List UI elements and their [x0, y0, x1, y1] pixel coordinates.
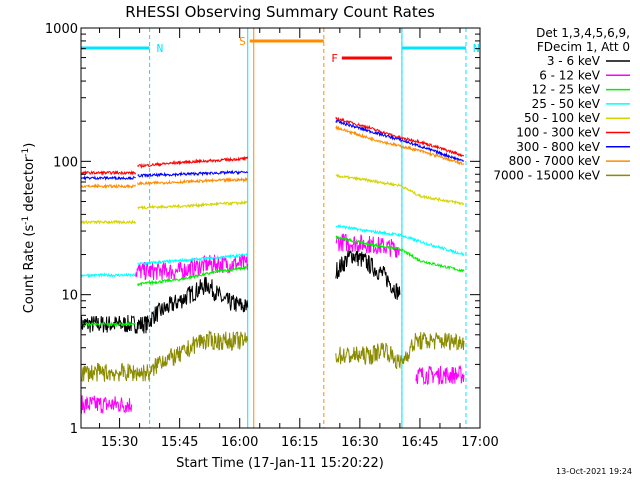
- series-line-4-0: [80, 219, 137, 225]
- plot-area: N NSF: [80, 28, 480, 428]
- legend-label-2: 12 - 25 keV: [532, 83, 601, 97]
- legend-label-7: 800 - 7000 keV: [509, 154, 601, 168]
- y-tick-label-0: 1: [70, 422, 78, 437]
- y-axis-label-sup2: -1: [21, 148, 31, 157]
- axes: 1 10 100 1000 15:30 15:45 16:00 16:15 16:30 16:45…: [45, 22, 499, 450]
- y-tick-label-2: 100: [53, 155, 78, 170]
- y-axis-label-part1: Count Rate (s: [22, 225, 37, 314]
- y-axis-label: Count Rate (s-1 detector-1): [21, 143, 37, 314]
- legend-label-3: 25 - 50 keV: [532, 97, 601, 111]
- series-line-3-2: [335, 224, 465, 257]
- plot-frame: [80, 27, 481, 429]
- legend-label-8: 7000 - 15000 keV: [493, 168, 600, 182]
- x-tick-label-0: 15:30: [101, 435, 138, 450]
- series-line-2-0: [80, 321, 136, 328]
- legend-label-1: 6 - 12 keV: [539, 68, 601, 82]
- series-line-6-2: [335, 119, 465, 162]
- series-line-8-0: [80, 329, 249, 383]
- footer-timestamp: 13-Oct-2021 19:24: [556, 467, 632, 476]
- series-line-7-1: [137, 176, 248, 186]
- chart-title: RHESSI Observing Summary Count Rates: [125, 3, 435, 21]
- series-line-7-0: [80, 183, 137, 190]
- legend-label-5: 100 - 300 keV: [516, 126, 600, 140]
- legend-header-2: FDecim 1, Att 0: [537, 40, 630, 54]
- flag-label-s-2: S: [239, 35, 246, 48]
- y-tick-label-3: 1000: [45, 22, 78, 37]
- series-line-5-2: [335, 116, 464, 158]
- x-tick-label-6: 17:00: [461, 435, 498, 450]
- series-line-6-0: [80, 174, 136, 182]
- series-line-7-2: [335, 124, 465, 166]
- series-line-3-1: [137, 252, 249, 266]
- series-line-2-2: [335, 235, 465, 273]
- series-line-4-1: [137, 199, 248, 211]
- flag-label-n-0: N: [157, 42, 164, 55]
- x-tick-label-1: 15:45: [161, 435, 198, 450]
- series-line-5-1: [137, 155, 249, 169]
- series-line-6-1: [137, 169, 249, 179]
- series-line-0-0: [80, 276, 249, 334]
- series-line-4-2: [335, 173, 465, 206]
- y-tick-label-1: 10: [61, 289, 78, 304]
- series-line-1-1: [135, 253, 249, 281]
- x-axis-label: Start Time (17-Jan-11 15:20:22): [176, 456, 384, 471]
- x-tick-label-2: 16:00: [221, 435, 258, 450]
- legend-label-6: 300 - 800 keV: [516, 140, 600, 154]
- x-tick-label-4: 16:30: [341, 435, 378, 450]
- series-line-2-1: [137, 265, 249, 287]
- y-axis-label-part2: detector: [22, 156, 37, 216]
- series-line-1-0: [80, 395, 133, 414]
- legend: Det 1,3,4,5,6,9, FDecim 1, Att 0 3 - 6 k…: [493, 26, 630, 182]
- y-axis-label-sup1: -1: [21, 216, 31, 225]
- series-line-5-0: [80, 169, 137, 176]
- series-line-1-2: [335, 233, 400, 258]
- series-line-1-3: [415, 364, 465, 386]
- x-tick-label-5: 16:45: [401, 435, 438, 450]
- y-axis-label-part3: ): [22, 143, 37, 148]
- legend-label-4: 50 - 100 keV: [524, 111, 601, 125]
- series-line-0-1: [335, 249, 401, 300]
- legend-label-0: 3 - 6 keV: [547, 54, 601, 68]
- series-line-8-1: [335, 332, 465, 370]
- x-tick-label-3: 16:15: [281, 435, 318, 450]
- legend-header-1: Det 1,3,4,5,6,9,: [536, 26, 630, 40]
- series-line-3-0: [80, 272, 136, 279]
- flag-label-f-3: F: [331, 52, 338, 65]
